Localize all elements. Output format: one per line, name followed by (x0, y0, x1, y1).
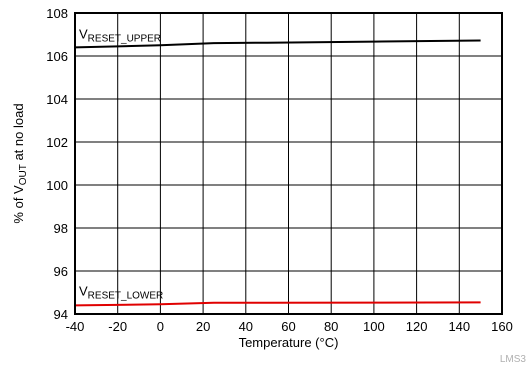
y-tick-label: 100 (46, 178, 68, 193)
x-tick-label: -20 (108, 319, 127, 334)
series-label-reset-upper: VRESET_UPPER (79, 26, 161, 44)
y-tick-label: 102 (46, 135, 68, 150)
y-axis-title-suffix: at no load (11, 103, 26, 164)
y-tick-label: 106 (46, 49, 68, 64)
x-tick-label: 20 (196, 319, 210, 334)
series-label-lower-sub: RESET_LOWER (88, 290, 164, 301)
x-tick-label: 0 (157, 319, 164, 334)
x-tick-label: 140 (448, 319, 470, 334)
x-tick-label: -40 (66, 319, 85, 334)
x-axis-title: Temperature (°C) (239, 335, 339, 350)
y-tick-labels: 94 96 98 100 102 104 106 108 (46, 6, 68, 322)
y-axis-title-sub: OUT (18, 164, 29, 185)
series-label-upper-sub: RESET_UPPER (88, 33, 161, 44)
x-tick-label: 120 (406, 319, 428, 334)
series-label-upper-main: V (79, 26, 88, 41)
plot-frame (74, 12, 503, 315)
series-layer (74, 39, 481, 307)
y-tick-label: 104 (46, 92, 68, 107)
watermark: LMS3 (500, 354, 527, 365)
series-line-reset-upper (74, 39, 481, 49)
x-tick-label: 60 (281, 319, 295, 334)
series-label-reset-lower: VRESET_LOWER (79, 283, 163, 301)
series-label-lower-main: V (79, 283, 88, 298)
x-tick-label: 80 (324, 319, 338, 334)
y-axis-title-prefix: % of V (11, 185, 26, 224)
series-line-reset-lower (74, 301, 481, 307)
x-tick-labels: -40 -20 0 20 40 60 80 100 120 140 160 (66, 319, 513, 334)
grid (75, 13, 502, 314)
x-tick-label: 40 (239, 319, 253, 334)
y-tick-label: 94 (54, 307, 68, 322)
y-tick-label: 98 (54, 221, 68, 236)
y-tick-label: 108 (46, 6, 68, 21)
y-tick-label: 96 (54, 264, 68, 279)
x-tick-label: 100 (363, 319, 385, 334)
x-tick-label: 160 (491, 319, 513, 334)
y-axis-title: % of VOUT at no load (11, 103, 29, 223)
